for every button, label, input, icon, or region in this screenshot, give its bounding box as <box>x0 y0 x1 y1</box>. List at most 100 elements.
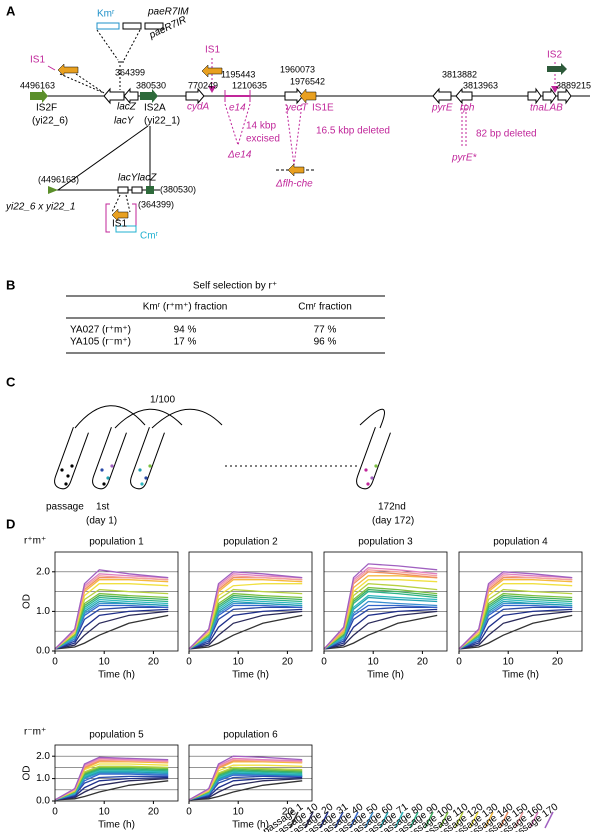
tube <box>130 427 165 490</box>
gene-arrow <box>103 87 125 105</box>
panel-b: B Self selection by r⁺ Kmʳ (r⁺m⁺) fracti… <box>6 277 385 354</box>
is-label: IS2F <box>36 103 57 114</box>
plot-frame <box>188 744 313 802</box>
gene-label: pyrE <box>431 103 453 114</box>
gene-label: paeR7IM <box>147 7 189 18</box>
tube <box>356 427 391 490</box>
growth-curve <box>458 571 573 650</box>
gene-arrow <box>557 87 572 105</box>
passage-label: 172nd <box>378 502 406 513</box>
is1-pointer <box>47 65 56 71</box>
deletion-line <box>237 103 251 146</box>
legend-swatch <box>424 811 434 829</box>
panel-c: C 1/100 passage 1st (day 1) 172nd (day 1… <box>6 374 414 526</box>
growth-curve <box>323 588 438 650</box>
x-tick-label: 20 <box>148 657 160 668</box>
growth-curve <box>54 770 169 801</box>
growth-curve <box>323 563 438 650</box>
growth-curve <box>54 772 169 801</box>
is-element <box>140 89 158 103</box>
growth-curve <box>188 764 303 801</box>
gene-arrow <box>284 87 304 105</box>
growth-curve <box>54 763 169 801</box>
annotation: 16.5 kbp deleted <box>316 126 390 137</box>
position-label: 1195443 <box>221 69 255 79</box>
growth-curve <box>323 614 438 650</box>
is2-arrow <box>547 63 567 75</box>
x-axis-label: Time (h) <box>232 820 269 831</box>
is-element <box>146 186 154 194</box>
growth-curve <box>323 606 438 650</box>
chart-title: population 4 <box>493 537 548 548</box>
is1e-arrow <box>299 88 317 104</box>
deletion-line <box>224 103 239 146</box>
day-label: (day 1) <box>86 516 117 527</box>
position-label: 3889215 <box>556 80 591 90</box>
is1-arrow <box>111 208 129 222</box>
chart-title: population 1 <box>89 537 144 548</box>
is1-arrow <box>57 63 79 77</box>
is-label: (yi22_1) <box>144 116 180 127</box>
is-label: IS2 <box>547 50 562 61</box>
position-label: 770249 <box>188 80 218 90</box>
position-label: 3813963 <box>463 80 498 90</box>
gene-arrow <box>123 87 139 105</box>
legend-swatch <box>544 811 554 829</box>
tube <box>54 427 89 490</box>
insert-line <box>125 194 131 213</box>
growth-curve <box>458 610 573 650</box>
is-element <box>48 186 58 194</box>
growth-curve <box>458 608 573 650</box>
x-tick-label: 10 <box>233 657 245 668</box>
legend-swatch <box>469 811 479 829</box>
panel-label: C <box>6 374 16 389</box>
insert-line <box>123 29 141 61</box>
legend-swatch <box>439 811 449 829</box>
x-tick-label: 20 <box>282 807 294 818</box>
is-label: IS1 <box>30 55 45 66</box>
insert-line <box>75 73 105 94</box>
transfer-arrow <box>114 408 183 429</box>
position-label: 1210635 <box>232 80 267 90</box>
gene-label: e14 <box>229 103 246 114</box>
panel-label: A <box>6 3 16 18</box>
growth-curve <box>54 776 169 801</box>
transfer-arrow <box>74 405 146 429</box>
cmr-gene <box>115 225 137 233</box>
gene-label: Cmʳ <box>140 231 159 242</box>
growth-curve <box>188 610 303 650</box>
growth-curve <box>323 610 438 650</box>
legend-swatch <box>304 811 314 829</box>
insert-line <box>59 73 105 94</box>
growth-curve <box>188 780 303 801</box>
x-tick-label: 20 <box>552 657 564 668</box>
position-label: 4496163 <box>20 80 55 90</box>
y-tick-label: 2.0 <box>36 751 50 762</box>
gene-box <box>131 186 143 194</box>
plot-frame <box>458 551 583 652</box>
growth-curve <box>54 766 169 801</box>
growth-curve <box>188 571 303 650</box>
chart-title: population 6 <box>223 730 278 741</box>
kmr-gene <box>96 22 120 30</box>
x-tick-label: 10 <box>233 807 245 818</box>
gene-label: Kmʳ <box>97 9 115 20</box>
growth-curve <box>188 777 303 801</box>
growth-curve <box>54 614 169 650</box>
growth-curve <box>458 575 573 650</box>
y-tick-label: 0.0 <box>36 796 50 807</box>
growth-curve <box>188 598 303 650</box>
gene-box <box>117 186 129 194</box>
y-tick-label: 0.0 <box>36 646 50 657</box>
cells <box>60 464 378 486</box>
is1-arrow <box>287 163 305 177</box>
gene-label: lacY <box>114 116 135 127</box>
growth-curve <box>54 610 169 650</box>
x-axis-label: Time (h) <box>232 670 269 681</box>
legend-swatch <box>409 811 419 829</box>
y-tick-label: 2.0 <box>36 566 50 577</box>
growth-curve <box>188 608 303 650</box>
growth-curve <box>323 569 438 650</box>
